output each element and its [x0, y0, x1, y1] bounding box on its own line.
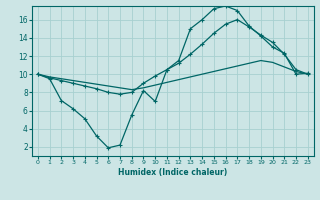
X-axis label: Humidex (Indice chaleur): Humidex (Indice chaleur)	[118, 168, 228, 177]
